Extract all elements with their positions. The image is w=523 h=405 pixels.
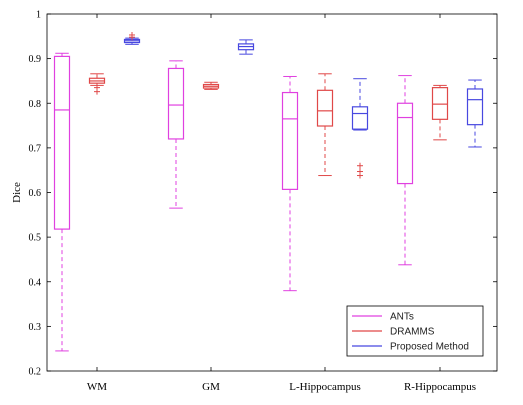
box-iqr: [396, 102, 414, 185]
y-tick-label: 0.2: [29, 367, 42, 378]
box-proposed-method: [466, 79, 484, 148]
box-ants: [396, 75, 414, 266]
y-tick-label: 0.5: [29, 233, 42, 244]
axes: 0.2 0.3 0.4 0.5 0.6 0.7 0.8 0.9 1 Dice WM GM L-Hippo…: [11, 10, 498, 393]
y-tick-label: 0.7: [29, 143, 42, 154]
box-dramms: [431, 84, 449, 141]
legend-label: DRAMMS: [390, 327, 435, 338]
legend-label: Proposed Method: [390, 342, 469, 353]
legend-label: ANTs: [390, 312, 414, 323]
box-dramms: [316, 73, 334, 177]
x-tick-label: WM: [87, 381, 107, 393]
box-proposed-method: [351, 78, 369, 179]
y-tick-label: 0.3: [29, 322, 42, 333]
y-tick-label: 0.8: [29, 99, 42, 110]
box-iqr: [53, 55, 71, 230]
legend: ANTs DRAMMS Proposed Method: [346, 305, 484, 357]
box-dramms: [202, 81, 220, 90]
y-tick-label: 1: [36, 10, 41, 21]
box-proposed-method: [123, 31, 141, 45]
box-iqr: [466, 88, 484, 126]
box-iqr: [316, 89, 334, 127]
box-ants: [167, 60, 185, 209]
x-tick-label: R-Hippocampus: [404, 381, 476, 393]
box-proposed-method: [237, 39, 255, 55]
y-tick-label: 0.6: [29, 188, 42, 199]
x-tick-label: L-Hippocampus: [289, 381, 360, 393]
y-tick-label: 0.4: [29, 277, 42, 288]
y-tick-label: 0.9: [29, 54, 42, 65]
box-ants: [53, 52, 71, 352]
x-tick-label: GM: [202, 381, 220, 393]
y-axis-label: Dice: [11, 182, 23, 203]
box-ants: [281, 75, 299, 292]
box-iqr: [281, 91, 299, 190]
box-dramms: [88, 73, 106, 95]
box-iqr: [431, 87, 449, 120]
box-iqr: [351, 106, 369, 130]
boxes: [53, 31, 484, 352]
box-iqr: [167, 67, 185, 140]
